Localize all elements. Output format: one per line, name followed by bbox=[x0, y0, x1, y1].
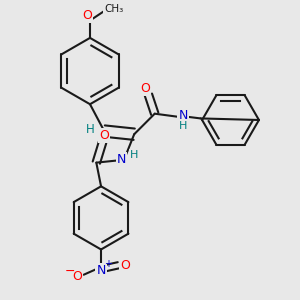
Text: H: H bbox=[129, 150, 138, 161]
Text: H: H bbox=[85, 123, 94, 136]
Text: O: O bbox=[72, 270, 82, 283]
Text: O: O bbox=[99, 129, 109, 142]
Text: N: N bbox=[178, 109, 188, 122]
Text: N: N bbox=[96, 263, 106, 277]
Text: −: − bbox=[64, 265, 75, 278]
Text: CH₃: CH₃ bbox=[104, 4, 123, 14]
Text: H: H bbox=[179, 121, 187, 131]
Text: O: O bbox=[120, 259, 130, 272]
Text: O: O bbox=[140, 82, 150, 95]
Text: O: O bbox=[82, 9, 92, 22]
Text: N: N bbox=[117, 153, 126, 166]
Text: +: + bbox=[104, 259, 112, 269]
